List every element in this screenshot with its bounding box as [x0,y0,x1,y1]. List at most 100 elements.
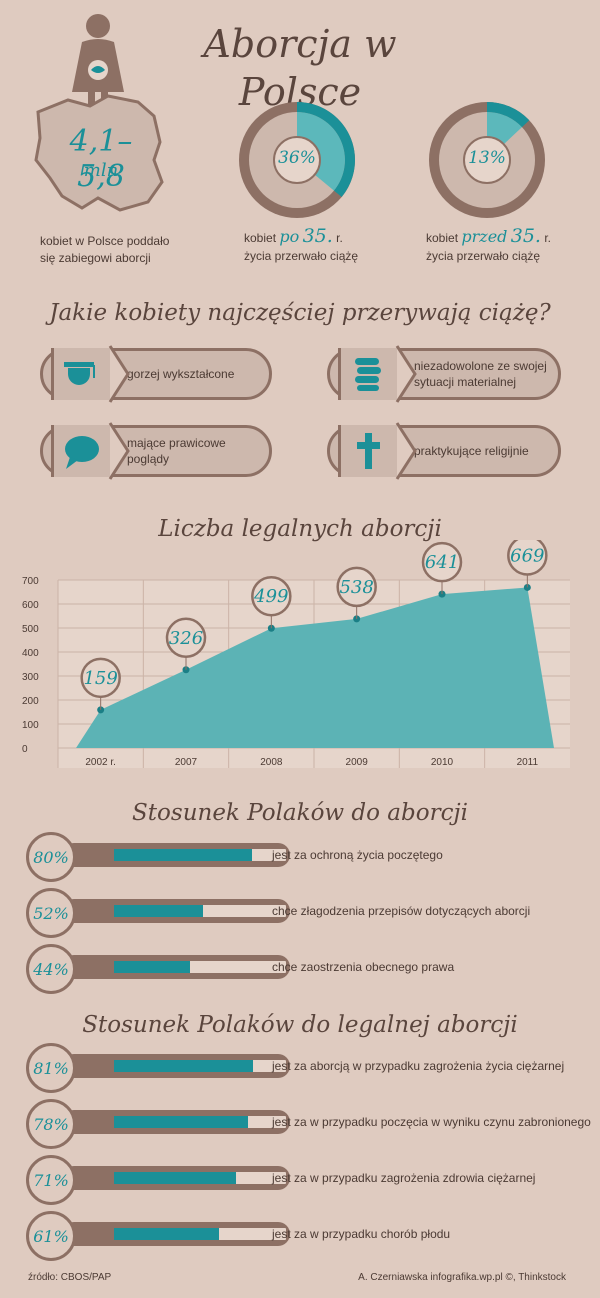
percent-bar-fill [114,1172,237,1184]
percent-circle: 61% [26,1211,76,1261]
percent-bar-label: jest za w przypadku chorób płodu [272,1227,451,1241]
donut1-suffix: r. [336,231,343,245]
chart-xtick-label: 2002 r. [85,757,116,768]
women-type-card: praktykujące religijnie [327,425,561,477]
footer-source: źródło: CBOS/PAP [28,1272,112,1283]
donut1-caption: kobiet po 35. r. [244,227,343,247]
percent-bar-track [62,1054,290,1078]
chart-area [76,587,554,748]
poland-map-icon [28,90,168,215]
percent-bar-row: 61% jest za w przypadku chorób płodu [26,1211,586,1261]
percent-circle: 80% [26,832,76,882]
percent-bar-bg [114,905,286,917]
chart-xtick-label: 2009 [346,757,369,768]
women-type-label: mające prawicowe poglądy [127,436,226,466]
speech-bubble-icon [65,436,99,469]
donut-chart-after-35 [232,95,362,225]
donut2-teal-arc [487,102,530,128]
percent-bar-row: 44% chce zaostrzenia obecnego prawa [26,944,586,994]
percent-bar-fill [114,1116,249,1128]
percent-bar-fill [114,961,190,973]
footer-credit: A. Czerniawska infografika.wp.pl ©, Thin… [358,1272,566,1283]
card-tab [51,425,112,477]
page-title: Aborcja w Polsce [203,22,397,114]
map-stat-caption-2: się zabiegowi aborcji [40,251,151,265]
chart-point [353,615,361,623]
map-stat-unit: mln [83,160,119,181]
chart-label-bubble [80,657,121,699]
chart-ytick-label: 500 [22,624,39,635]
donut2-caption-2: życia przerwało ciążę [426,249,541,263]
percent-bar-track [62,1110,290,1134]
women-type-label: niezadowolone ze swojej sytuacji materia… [414,359,547,389]
percent-bar-bg [114,961,286,973]
percent-circle: 71% [26,1155,76,1205]
legal-abortions-area-chart: 0 100 200 300 400 500 600 700 2002 r. 2007 2008 200… [22,540,570,768]
chart-ytick-label: 0 [22,744,28,755]
chart-data-label: 159 [83,668,117,689]
cross-icon [357,433,380,469]
donut2-age: 35. [510,225,541,247]
percent-bar-track [62,843,290,867]
chart-ytick-label: 300 [22,672,39,683]
card-tab [338,348,399,400]
question-title: Jakie kobiety najczęściej przerywają cią… [49,300,551,326]
chart-title: Liczba legalnych aborcji [158,516,442,542]
percent-bar-track [62,899,290,923]
chart-data-label: 538 [339,577,373,598]
chart-ytick-label: 600 [22,600,39,611]
women-type-card: mające prawicowe poglądy [40,425,272,477]
percent-bar-label: jest za w przypadku zagrożenia zdrowia c… [272,1171,536,1185]
chart-label-bubble [251,575,292,617]
percent-bar-fill [114,905,204,917]
donut1-percent: 36% [278,148,316,168]
percent-bar-row: 80% jest za ochroną życia poczętego [26,832,586,882]
chart-xtick-label: 2010 [431,757,454,768]
donut2-prefix: kobiet [426,231,459,245]
donut2-percent: 13% [468,148,506,168]
donut1-light-wedge [297,112,345,191]
donut1-emph: po [279,227,300,246]
chart-ytick-label: 400 [22,648,39,659]
percent-bar-bg [114,1228,286,1240]
chart-data-label: 669 [510,545,544,566]
percent-bar-bg [114,849,286,861]
attitudes-title: Stosunek Polaków do aborcji [132,800,468,826]
chart-data-label: 641 [425,552,459,573]
legal-title: Stosunek Polaków do legalnej aborcji [82,1012,518,1038]
map-stat-caption-1: kobiet w Polsce poddało [40,234,170,248]
percent-bar-row: 81% jest za aborcją w przypadku zagrożeni… [26,1043,586,1093]
percent-bar-track [62,955,290,979]
map-stat-value: 4,1–5,8 [69,124,133,194]
chart-xtick-label: 2008 [260,757,283,768]
donut2-suffix: r. [544,231,551,245]
chart-ytick-label: 700 [22,576,39,587]
chart-xtick-label: 2007 [175,757,198,768]
percent-bar-fill [114,1228,219,1240]
donut1-caption-2: życia przerwało ciążę [244,249,359,263]
percent-bar-fill [114,1060,254,1072]
chart-ytick-label: 200 [22,696,39,707]
percent-bar-bg [114,1060,286,1072]
donut-chart-before-35 [422,95,552,225]
percent-bar-label: chce złagodzenia przepisów dotyczących a… [272,904,531,918]
percent-bar-label: jest za w przypadku poczęcia w wyniku cz… [272,1115,591,1129]
women-type-card: niezadowolone ze swojej sytuacji materia… [327,348,561,400]
coin-stack-icon [355,358,381,391]
percent-bar-bg [114,1116,286,1128]
percent-bar-fill [114,849,252,861]
chart-ytick-label: 100 [22,720,39,731]
chart-data-label: 499 [253,586,288,607]
chart-label-bubble [336,566,377,608]
percent-circle: 81% [26,1043,76,1093]
chart-point [523,583,531,591]
chart-data-label: 326 [169,628,203,649]
percent-bar-bg [114,1172,286,1184]
donut1-teal-arc [297,102,355,197]
chart-xtick-label: 2011 [517,757,539,768]
percent-circle: 44% [26,944,76,994]
percent-circle: 78% [26,1099,76,1149]
chart-point [182,666,190,674]
percent-bar-track [62,1166,290,1190]
donut2-emph: przed [461,227,508,246]
